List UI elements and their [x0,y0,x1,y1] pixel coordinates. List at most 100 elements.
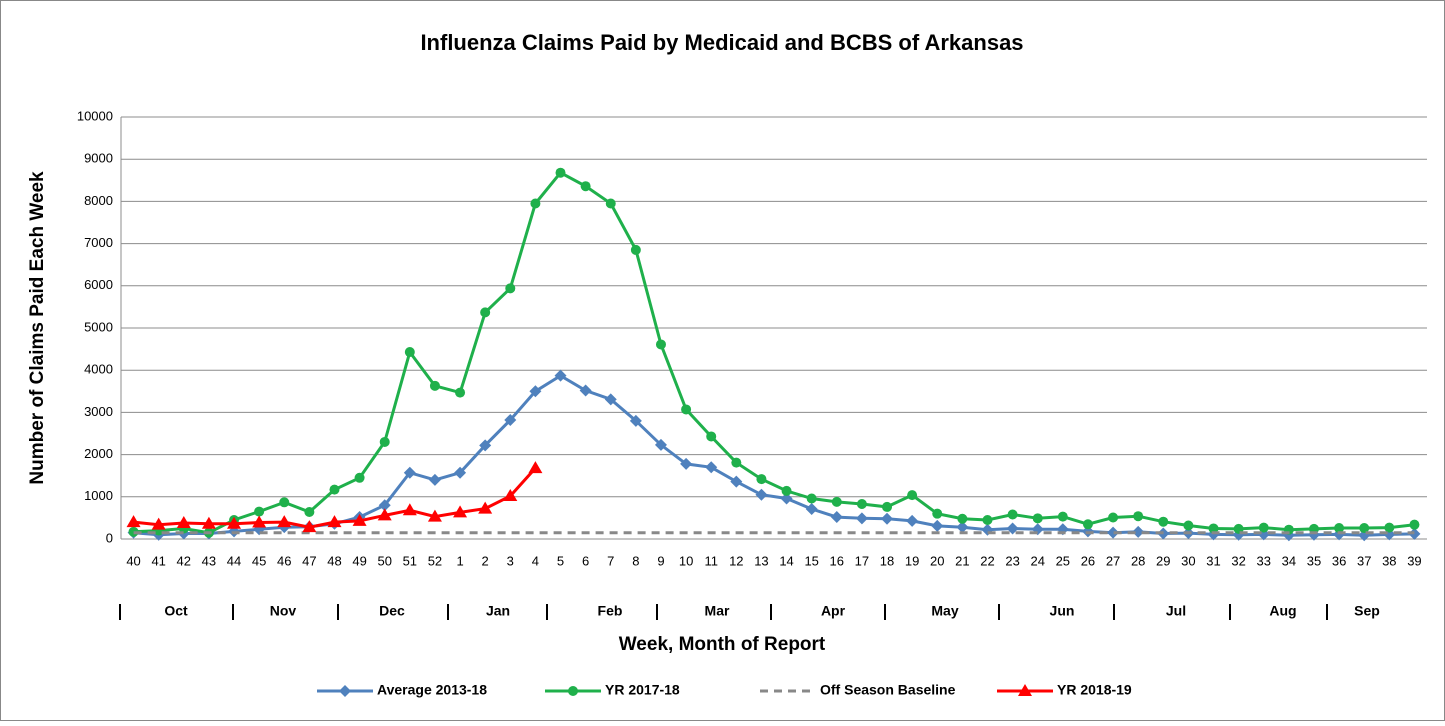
point [931,519,944,532]
month-label: Jun [1050,603,1075,619]
point [377,508,392,521]
point [352,513,367,526]
point [1359,523,1370,534]
point [805,503,818,516]
x-tick-label: 26 [1081,553,1095,568]
x-tick-label: 3 [507,553,514,568]
month-label: Jul [1166,603,1186,619]
point [780,492,793,505]
legend-label: Average 2013-18 [377,682,487,698]
legend-marker [1018,684,1032,696]
x-tick-label: 28 [1131,553,1145,568]
point [329,484,340,495]
x-tick-label: 37 [1357,553,1371,568]
x-tick-label: 47 [302,553,316,568]
point [680,457,693,470]
series-line [133,170,1415,535]
point [1007,509,1018,520]
point [1408,527,1421,540]
point [277,515,292,528]
point [630,244,641,255]
x-tick-label: 13 [754,553,768,568]
x-tick-label: 43 [202,553,216,568]
point [830,511,843,524]
point [429,380,440,391]
month-label: Apr [821,603,846,619]
point [756,474,767,485]
x-tick-label: 49 [352,553,366,568]
x-tick-label: 21 [955,553,969,568]
month-label: May [931,603,958,619]
point [480,307,491,318]
x-tick-label: 39 [1407,553,1421,568]
point [254,506,265,517]
point [453,505,468,518]
point [1133,511,1144,522]
point [806,493,817,504]
y-tick-label: 8000 [84,193,113,208]
x-tick-label: 18 [880,553,894,568]
point [681,404,692,415]
point [932,508,943,519]
x-tick-label: 52 [428,553,442,568]
x-tick-label: 29 [1156,553,1170,568]
point [1057,511,1068,522]
x-tick-label: 8 [632,553,639,568]
point [1132,525,1145,538]
month-label: Aug [1269,603,1296,619]
y-tick-label: 1000 [84,488,113,503]
point [604,393,617,406]
point [402,503,417,516]
y-tick-label: 5000 [84,319,113,334]
x-tick-label: 24 [1030,553,1044,568]
x-tick-label: 45 [252,553,266,568]
x-tick-label: 40 [126,553,140,568]
x-tick-label: 22 [980,553,994,568]
month-label: Feb [598,603,623,619]
point [530,198,541,209]
x-tick-label: 32 [1231,553,1245,568]
chart-title: Influenza Claims Paid by Medicaid and BC… [420,30,1023,55]
x-tick-label: 7 [607,553,614,568]
point [479,439,492,452]
x-tick-label: 16 [830,553,844,568]
point [227,516,242,529]
point [882,501,893,512]
y-tick-label: 9000 [84,151,113,166]
point [478,501,493,514]
x-tick-label: 36 [1332,553,1346,568]
point [906,514,919,527]
point [503,488,518,501]
y-axis-label: Number of Claims Paid Each Week [27,171,48,485]
point [755,488,768,501]
point [1384,522,1395,533]
point [403,466,416,479]
y-tick-label: 7000 [84,235,113,250]
point [856,498,867,509]
month-label: Dec [379,603,405,619]
point [1082,519,1093,530]
x-tick-label: 25 [1056,553,1070,568]
point [126,515,141,528]
point [781,485,792,496]
point [427,509,442,522]
point [855,512,868,525]
x-tick-label: 41 [151,553,165,568]
x-tick-label: 12 [729,553,743,568]
x-tick-label: 51 [403,553,417,568]
y-tick-label: 6000 [84,277,113,292]
x-tick-label: 20 [930,553,944,568]
x-tick-label: 31 [1206,553,1220,568]
point [731,457,742,468]
point [1258,522,1269,533]
month-label: Mar [705,603,730,619]
x-tick-label: 34 [1282,553,1296,568]
point [1409,519,1420,530]
legend-label: Off Season Baseline [820,682,956,698]
month-label: Oct [164,603,188,619]
x-axis-label: Week, Month of Report [619,634,826,655]
x-tick-label: 50 [377,553,391,568]
legend-marker [568,686,578,696]
